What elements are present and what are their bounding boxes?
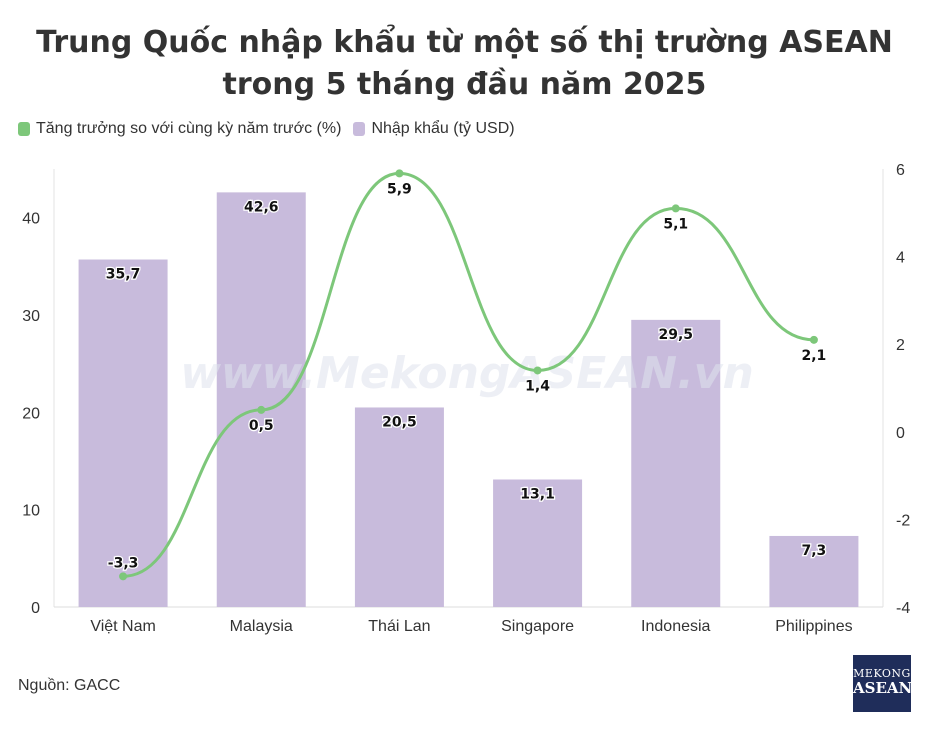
legend-label-growth: Tăng trưởng so với cùng kỳ năm trước (%) xyxy=(36,120,342,137)
x-tick-label: Thái Lan xyxy=(368,618,430,635)
bar-việt-nam xyxy=(78,259,168,607)
bar-malaysia xyxy=(216,192,306,608)
growth-data-label: -3,3 xyxy=(108,555,139,571)
growth-point-philippines xyxy=(809,335,818,344)
growth-data-label: 1,4 xyxy=(525,378,550,394)
chart-legend: Tăng trưởng so với cùng kỳ năm trước (%)… xyxy=(18,120,527,138)
growth-data-label: 2,1 xyxy=(802,348,827,364)
growth-point-malaysia xyxy=(257,405,266,414)
growth-point-indonesia xyxy=(671,204,680,213)
y-right-tick-label: 2 xyxy=(896,337,905,354)
x-tick-label: Việt Nam xyxy=(90,618,156,635)
x-tick-label: Indonesia xyxy=(641,618,710,635)
bar-data-label: 13,1 xyxy=(520,486,555,502)
y-right-tick-label: 0 xyxy=(896,425,905,442)
growth-data-label: 5,9 xyxy=(387,181,412,197)
chart-title-line-1: Trung Quốc nhập khẩu từ một số thị trườn… xyxy=(36,25,893,60)
y-right-tick-label: -2 xyxy=(896,512,910,529)
bar-data-label: 35,7 xyxy=(106,267,141,283)
y-left-tick-label: 30 xyxy=(22,308,40,325)
growth-point-việt-nam xyxy=(119,572,128,581)
legend-swatch-imports xyxy=(353,122,366,136)
bar-philippines xyxy=(769,535,859,607)
bar-thái-lan xyxy=(354,407,444,607)
x-tick-label: Philippines xyxy=(775,618,852,635)
mekongasean-logo: MEKONG ASEAN xyxy=(853,655,913,712)
chart-plot: 0 10 20 30 40 -4 -2 0 2 4 6 www.MekongASEAN.vn 35,7 4… xyxy=(22,162,910,635)
growth-data-label: 0,5 xyxy=(249,418,274,434)
y-right-tick-label: -4 xyxy=(896,600,910,617)
bar-data-label: 20,5 xyxy=(382,414,417,430)
chart-title-line-2: trong 5 tháng đầu năm 2025 xyxy=(222,67,707,102)
bar-singapore xyxy=(493,479,583,607)
watermark-text: www.MekongASEAN.vn xyxy=(180,348,754,399)
bar-data-label: 7,3 xyxy=(802,543,827,559)
y-left-tick-label: 20 xyxy=(22,405,40,422)
legend-label-imports: Nhập khẩu (tỷ USD) xyxy=(371,120,515,137)
logo-line-2: ASEAN xyxy=(853,679,913,697)
legend-item-growth[interactable]: Tăng trưởng so với cùng kỳ năm trước (%) xyxy=(18,120,341,138)
growth-point-singapore xyxy=(533,366,542,375)
y-right-tick-label: 4 xyxy=(896,250,905,267)
growth-point-thái-lan xyxy=(395,169,404,178)
legend-item-imports[interactable]: Nhập khẩu (tỷ USD) xyxy=(353,120,515,138)
growth-line xyxy=(121,171,816,578)
y-left-tick-label: 40 xyxy=(22,211,40,228)
bar-data-label: 29,5 xyxy=(658,327,693,343)
growth-data-label: 5,1 xyxy=(663,216,688,232)
y-left-tick-label: 0 xyxy=(31,600,40,617)
y-right-tick-label: 6 xyxy=(896,162,905,179)
bar-indonesia xyxy=(631,319,721,607)
y-left-tick-label: 10 xyxy=(22,503,40,520)
x-tick-label: Singapore xyxy=(501,618,574,635)
logo-line-1: MEKONG xyxy=(853,667,911,680)
x-tick-label: Malaysia xyxy=(230,618,293,635)
chart-title: Trung Quốc nhập khẩu từ một số thị trườn… xyxy=(0,22,929,106)
bar-data-label: 42,6 xyxy=(244,199,279,215)
source-note: Nguồn: GACC xyxy=(18,677,121,694)
legend-swatch-growth xyxy=(18,122,30,136)
